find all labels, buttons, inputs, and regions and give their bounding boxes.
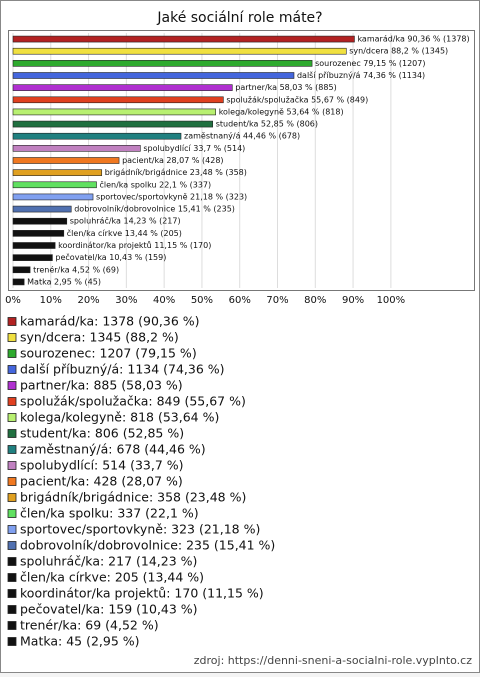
x-tick-label: 100% xyxy=(377,295,406,306)
bar-label: zaměstnaný/á 44,46 % (678) xyxy=(184,132,300,141)
x-tick-label: 0% xyxy=(5,295,21,306)
legend-label: sourozenec: 1207 (79,15 %) xyxy=(20,346,197,361)
legend-label: zaměstnaný/á: 678 (44,46 %) xyxy=(20,442,206,457)
bar-label: syn/dcera 88,2 % (1345) xyxy=(349,47,448,56)
chart-title: Jaké sociální role máte? xyxy=(156,10,322,26)
legend-marker xyxy=(7,445,17,454)
bar xyxy=(12,157,120,164)
legend-label: pacient/ka: 428 (28,07 %) xyxy=(20,474,183,489)
bar-label: kolega/kolegyně 53,64 % (818) xyxy=(219,107,344,116)
legend-label: Matka: 45 (2,95 %) xyxy=(20,634,140,649)
legend-label: syn/dcera: 1345 (88,2 %) xyxy=(20,330,179,345)
bar-label: partner/ka 58,03 % (885) xyxy=(235,83,336,92)
legend-label: spolubydlící: 514 (33,7 %) xyxy=(20,458,184,473)
legend-marker xyxy=(7,637,17,646)
x-tick-label: 60% xyxy=(229,295,251,306)
bar-label: pacient/ka 28,07 % (428) xyxy=(122,156,223,165)
legend-marker xyxy=(7,541,17,550)
legend-marker xyxy=(7,461,17,470)
bar-label: trenér/ka 4,52 % (69) xyxy=(33,264,119,274)
bar xyxy=(12,169,103,176)
legend-label: člen/ka spolku: 337 (22,1 %) xyxy=(20,506,199,521)
legend-marker xyxy=(7,381,17,390)
legend-marker xyxy=(7,589,17,598)
bar xyxy=(12,108,216,116)
bar-label: spoluhráč/ka 14,23 % (217) xyxy=(70,216,181,226)
bar-label: dobrovolník/dobrovolnice 15,41 % (235) xyxy=(74,205,235,214)
legend-label: partner/ka: 885 (58,03 %) xyxy=(20,378,183,393)
legend-marker xyxy=(7,349,17,358)
legend-label: spolužák/spolužačka: 849 (55,67 %) xyxy=(20,394,246,409)
legend-marker xyxy=(7,317,17,326)
bar-label: spolužák/spolužačka 55,67 % (849) xyxy=(226,94,368,104)
bar-label: pečovatel/ka 10,43 % (159) xyxy=(55,252,166,262)
bar-label: člen/ka spolku 22,1 % (337) xyxy=(100,179,212,189)
bar xyxy=(12,72,295,79)
x-tick-label: 50% xyxy=(191,295,213,306)
bar-label: sourozenec 79,15 % (1207) xyxy=(315,59,425,68)
legend-label: další příbuzný/á: 1134 (74,36 %) xyxy=(20,362,225,377)
legend-label: člen/ka církve: 205 (13,44 %) xyxy=(20,570,204,585)
legend-marker xyxy=(7,493,17,502)
bar xyxy=(12,230,65,237)
bar xyxy=(12,84,233,91)
x-tick-label: 20% xyxy=(77,295,99,306)
bar-label: sportovec/sportovkyně 21,18 % (323) xyxy=(96,192,247,201)
bar xyxy=(12,181,97,189)
bar xyxy=(12,242,56,249)
x-tick-label: 40% xyxy=(153,295,175,306)
bar xyxy=(12,132,182,140)
legend-label: koordinátor/ka projektů: 170 (11,15 %) xyxy=(20,586,264,601)
bar-label: kamarád/ka 90,36 % (1378) xyxy=(357,35,469,44)
bar xyxy=(12,60,313,67)
bar-label: další příbuzný/á 74,36 % (1134) xyxy=(297,70,425,80)
legend-label: spoluhráč/ka: 217 (14,23 %) xyxy=(20,554,197,569)
bar xyxy=(12,35,355,43)
bar xyxy=(12,145,141,152)
legend-marker xyxy=(7,413,17,422)
x-tick-label: 10% xyxy=(40,295,62,306)
legend-marker xyxy=(7,557,17,566)
legend-marker xyxy=(7,397,17,406)
bar xyxy=(12,278,25,286)
legend-label: student/ka: 806 (52,85 %) xyxy=(20,426,184,441)
legend-marker xyxy=(7,525,17,534)
bar xyxy=(12,205,72,213)
bar xyxy=(12,254,53,261)
legend-marker xyxy=(7,573,17,582)
x-tick-label: 90% xyxy=(342,295,364,306)
legend-marker xyxy=(7,333,17,342)
legend-marker xyxy=(7,509,17,518)
source: zdroj: https://denni-sneni-a-socialni-ro… xyxy=(194,654,472,667)
legend-marker xyxy=(7,621,17,630)
legend-marker xyxy=(7,605,17,614)
legend-label: kamarád/ka: 1378 (90,36 %) xyxy=(20,314,200,329)
x-tick-label: 30% xyxy=(115,295,137,306)
legend-label: sportovec/sportovkyně: 323 (21,18 %) xyxy=(20,522,260,537)
bar xyxy=(12,193,94,201)
legend-label: dobrovolník/dobrovolnice: 235 (15,41 %) xyxy=(20,538,275,553)
legend-label: trenér/ka: 69 (4,52 %) xyxy=(20,618,159,633)
legend-label: kolega/kolegyně: 818 (53,64 %) xyxy=(20,410,219,425)
bar-label: brigádník/brigádnice 23,48 % (358) xyxy=(105,168,247,177)
x-tick-label: 70% xyxy=(266,295,288,306)
bar xyxy=(12,96,224,104)
legend-marker xyxy=(7,365,17,374)
bar-label: člen/ka církve 13,44 % (205) xyxy=(67,228,182,238)
bar xyxy=(12,47,347,55)
bar xyxy=(12,217,68,225)
legend-label: pečovatel/ka: 159 (10,43 %) xyxy=(20,602,198,617)
legend-label: brigádník/brigádnice: 358 (23,48 %) xyxy=(20,490,246,505)
bar-label: spolubydlící 33,7 % (514) xyxy=(143,144,245,153)
x-tick-label: 80% xyxy=(304,295,326,306)
bar-label: Matka 2,95 % (45) xyxy=(27,277,101,286)
bar-label: student/ka 52,85 % (806) xyxy=(216,120,318,129)
bar xyxy=(12,120,214,128)
legend-marker xyxy=(7,477,17,486)
legend-marker xyxy=(7,429,17,438)
bar xyxy=(12,266,31,274)
bar-label: koordinátor/ka projektů 11,15 % (170) xyxy=(58,240,211,250)
